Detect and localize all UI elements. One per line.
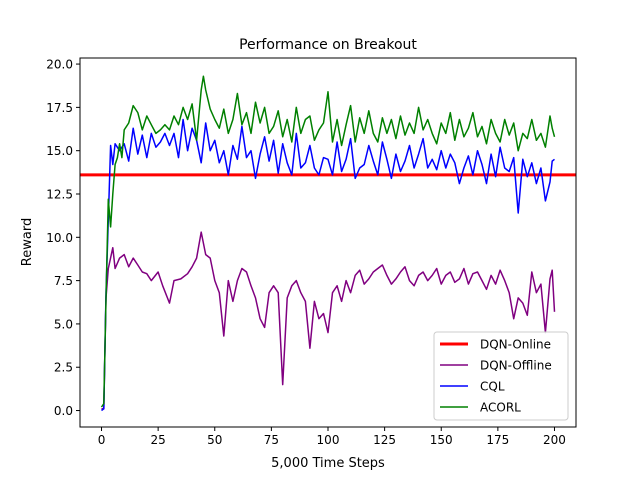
legend-label: ACORL (480, 401, 521, 415)
x-tick-label: 200 (543, 433, 566, 447)
legend-box (433, 331, 569, 421)
ticks-layer: 0 25 50 75 100 125 150 175 200 0.0 2.5 5.0 7.5 10.0 12… (46, 58, 566, 447)
y-tick-label: 20.0 (46, 58, 73, 72)
chart-title: Performance on Breakout (239, 37, 417, 53)
plot-layer (80, 75, 576, 412)
series-line-dqn-offline (101, 231, 556, 410)
x-tick-label: 25 (150, 433, 165, 447)
x-tick-label: 0 (98, 433, 106, 447)
series-line-cql (101, 118, 555, 412)
legend-label: DQN-Online (480, 338, 551, 352)
x-tick-label: 175 (486, 433, 509, 447)
x-tick-label: 50 (207, 433, 222, 447)
y-tick-label: 0.0 (54, 404, 73, 418)
x-axis-label: 5,000 Time Steps (271, 456, 385, 471)
y-tick-label: 7.5 (54, 274, 73, 288)
x-tick-label: 100 (317, 433, 340, 447)
y-tick-label: 15.0 (46, 144, 73, 158)
x-tick-label: 125 (373, 433, 396, 447)
legend: DQN-Online DQN-Offline CQL ACORL (433, 331, 569, 421)
y-tick-label: 10.0 (46, 231, 73, 245)
legend-label: CQL (480, 380, 505, 394)
y-tick-label: 12.5 (46, 187, 73, 201)
series-line-acorl (100, 75, 556, 408)
y-tick-label: 17.5 (46, 101, 73, 115)
y-axis-label: Reward (20, 218, 35, 266)
x-tick-label: 150 (430, 433, 453, 447)
x-tick-label: 75 (264, 433, 279, 447)
legend-label: DQN-Offline (480, 359, 552, 373)
y-tick-label: 2.5 (54, 361, 73, 375)
y-tick-label: 5.0 (54, 317, 73, 331)
